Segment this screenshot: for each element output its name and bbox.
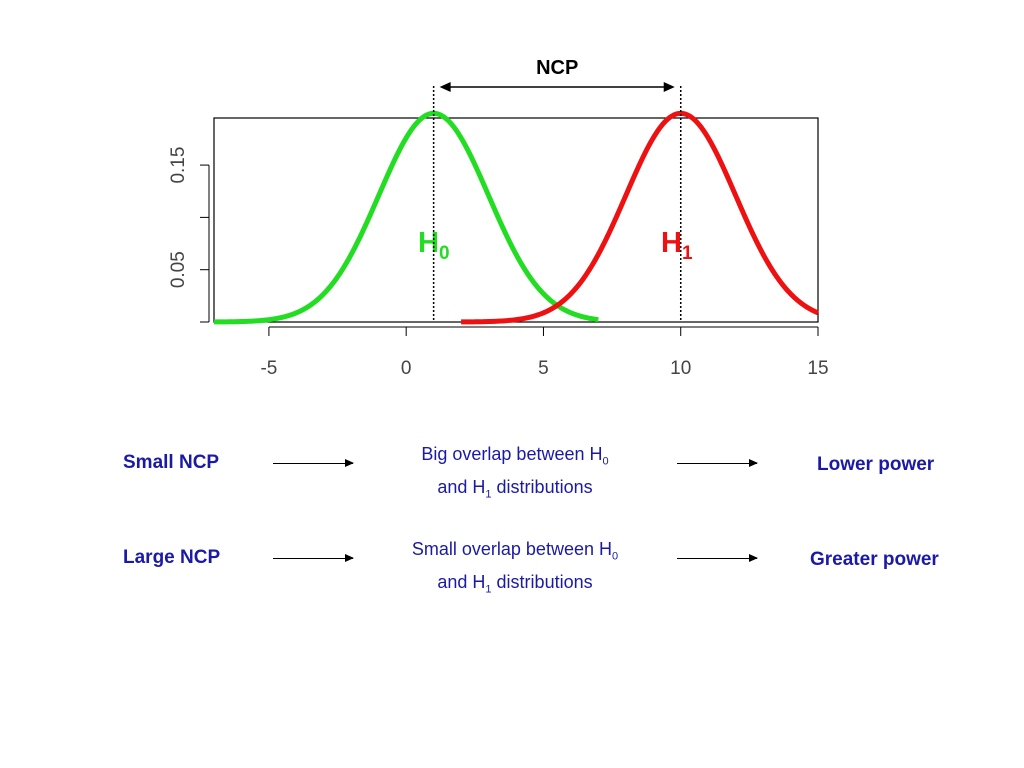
row1-desc-line1: Big overlap between H <box>421 444 603 464</box>
greater-power-label: Greater power <box>810 549 939 570</box>
plot-frame <box>213 117 819 323</box>
ncp-title: NCP <box>536 57 578 79</box>
x-tick-label: 0 <box>401 358 412 379</box>
y-tick-label: 0.15 <box>168 147 189 184</box>
row1-desc-sub0: 0 <box>602 455 609 468</box>
ncp-arrowhead-right <box>663 82 675 92</box>
series-H0-line <box>213 110 599 325</box>
row2-desc-sub0: 0 <box>611 550 619 563</box>
row2-desc-line1: Small overlap between H <box>411 539 612 559</box>
series-H1-line <box>460 110 819 325</box>
x-tick-label: 15 <box>807 358 828 379</box>
small-ncp-label: Small NCP <box>123 452 220 473</box>
row1-description: Big overlap between H0 and H1 distributi… <box>375 442 655 507</box>
row1-desc-sub1: 1 <box>485 488 492 501</box>
series-H1-label: H1 <box>661 227 693 264</box>
row2-desc-line2: and H <box>437 571 486 592</box>
row2-desc-sub1: 1 <box>485 583 492 596</box>
lower-power-label: Lower power <box>817 454 935 475</box>
row2-arrow-right <box>677 554 758 562</box>
ncp-arrowhead-left <box>439 82 451 92</box>
row1-arrow-left <box>273 459 354 467</box>
x-tick-label: -5 <box>260 358 277 379</box>
x-tick-label: 10 <box>670 358 691 379</box>
row1-desc-line2-suffix: distributions <box>491 476 593 497</box>
x-tick-label: 5 <box>538 358 549 379</box>
row1-arrow-right <box>677 459 758 467</box>
large-ncp-label: Large NCP <box>123 547 221 568</box>
row2-desc-line2-suffix: distributions <box>491 571 593 592</box>
y-tick-label: 0.05 <box>168 251 189 288</box>
row2-description: Small overlap between H0 and H1 distribu… <box>375 537 655 602</box>
row2-arrow-left <box>273 554 354 562</box>
row1-desc-line2: and H <box>437 476 486 497</box>
